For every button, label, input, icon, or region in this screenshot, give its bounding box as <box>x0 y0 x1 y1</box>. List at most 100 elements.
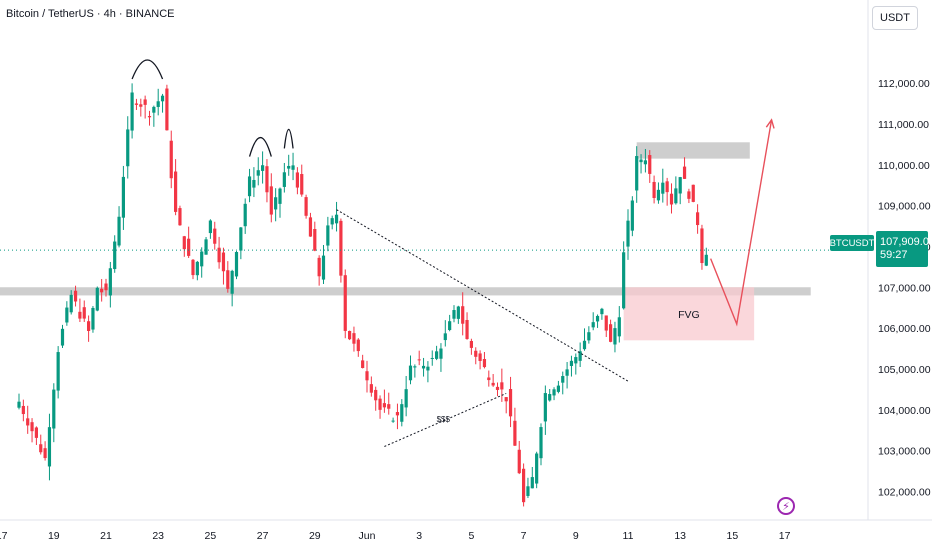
candle-body <box>365 371 369 381</box>
symbol-tag: BTCUSDT <box>830 235 874 251</box>
candle-body <box>565 369 569 376</box>
x-tick-label: 5 <box>468 530 474 542</box>
candle-body <box>591 322 595 328</box>
x-tick-label: Jun <box>359 530 376 542</box>
candle-body <box>230 270 234 294</box>
candle-body <box>656 189 661 201</box>
candle-body <box>552 389 556 396</box>
last-price-tag: 107,909.02 59:27 <box>876 231 932 267</box>
currency-button[interactable]: USDT <box>872 6 918 30</box>
candle-body <box>69 294 73 313</box>
candle-body <box>313 229 317 251</box>
candle-body <box>587 332 591 341</box>
candle-body <box>47 427 52 467</box>
candle-body <box>430 357 434 359</box>
candle-body <box>595 315 600 322</box>
candle-body <box>239 227 243 251</box>
candle-body <box>435 351 439 359</box>
candle-body <box>652 181 656 199</box>
candle-body <box>126 129 130 167</box>
last-price-value: 107,909.02 <box>880 236 932 248</box>
zone-label: FVG <box>678 309 700 321</box>
candle-body <box>26 418 30 426</box>
candle-body <box>252 179 256 188</box>
y-tick-label: 106,000.00 <box>878 323 931 335</box>
x-tick-label: 17 <box>0 530 8 542</box>
candle-body <box>548 394 552 401</box>
pattern-arc <box>131 59 164 80</box>
candle-body <box>404 389 408 408</box>
y-tick-label: 112,000.00 <box>878 78 930 90</box>
y-tick-label: 102,000.00 <box>878 486 931 498</box>
y-tick-label: 111,000.00 <box>878 119 929 131</box>
candle-body <box>226 270 230 289</box>
candle-body <box>321 255 326 280</box>
candle-body <box>117 216 121 246</box>
candle-body <box>456 306 460 319</box>
x-tick-label: 27 <box>257 530 269 542</box>
candle-body <box>513 420 517 446</box>
candle-body <box>278 188 282 204</box>
pattern-arc <box>283 128 294 149</box>
candle-body <box>691 184 695 202</box>
candle-body <box>169 140 173 179</box>
candle-body <box>82 307 86 319</box>
candle-body <box>487 377 491 381</box>
candle-body <box>378 398 382 410</box>
candle-body <box>295 172 299 188</box>
candle-body <box>635 156 639 191</box>
candle-body <box>221 252 226 272</box>
candle-body <box>421 365 426 369</box>
candle-body <box>282 172 286 187</box>
candle-body <box>426 366 430 371</box>
candle-body <box>387 404 391 409</box>
x-tick-label: 13 <box>674 530 686 542</box>
candle-body <box>30 422 34 432</box>
candle-body <box>21 405 25 415</box>
x-tick-label: 23 <box>152 530 164 542</box>
candle-body <box>261 165 265 171</box>
bar-countdown: 59:27 <box>880 249 908 261</box>
x-tick-label: 3 <box>416 530 422 542</box>
candle-body <box>604 315 608 331</box>
y-tick-label: 110,000.00 <box>878 160 930 172</box>
candle-body <box>465 319 469 340</box>
candle-body <box>674 188 678 204</box>
lightning-icon[interactable]: ⚡ <box>777 497 795 515</box>
candle-body <box>508 389 513 417</box>
candle-body <box>626 220 630 247</box>
candle-body <box>130 92 134 131</box>
candle-body <box>334 214 339 224</box>
candle-body <box>578 351 582 361</box>
candle-body <box>617 317 621 337</box>
candle-body <box>134 103 139 105</box>
candle-body <box>361 360 365 368</box>
candle-body <box>95 287 99 311</box>
candle-body <box>52 389 56 429</box>
candle-body <box>391 420 395 422</box>
candle-body <box>204 239 208 255</box>
candle-body <box>43 448 47 459</box>
candle-body <box>469 340 473 348</box>
candle-body <box>539 427 543 459</box>
candle-body <box>304 197 308 216</box>
candle-body <box>34 427 38 438</box>
candle-body <box>265 166 269 193</box>
candle-body <box>495 386 500 390</box>
candle-body <box>661 182 665 194</box>
candle-body <box>582 340 587 350</box>
candle-body <box>500 382 504 390</box>
candle-body <box>300 174 304 195</box>
candle-body <box>56 352 60 391</box>
candle-body <box>413 366 417 368</box>
candle-body <box>213 228 217 244</box>
candle-body <box>630 200 634 231</box>
x-tick-label: 11 <box>623 530 634 542</box>
candle-body <box>443 333 447 341</box>
x-tick-label: 29 <box>309 530 321 542</box>
candle-body <box>208 220 212 234</box>
candle-body <box>643 160 647 165</box>
candle-body <box>174 171 178 212</box>
candle-body <box>243 203 247 227</box>
